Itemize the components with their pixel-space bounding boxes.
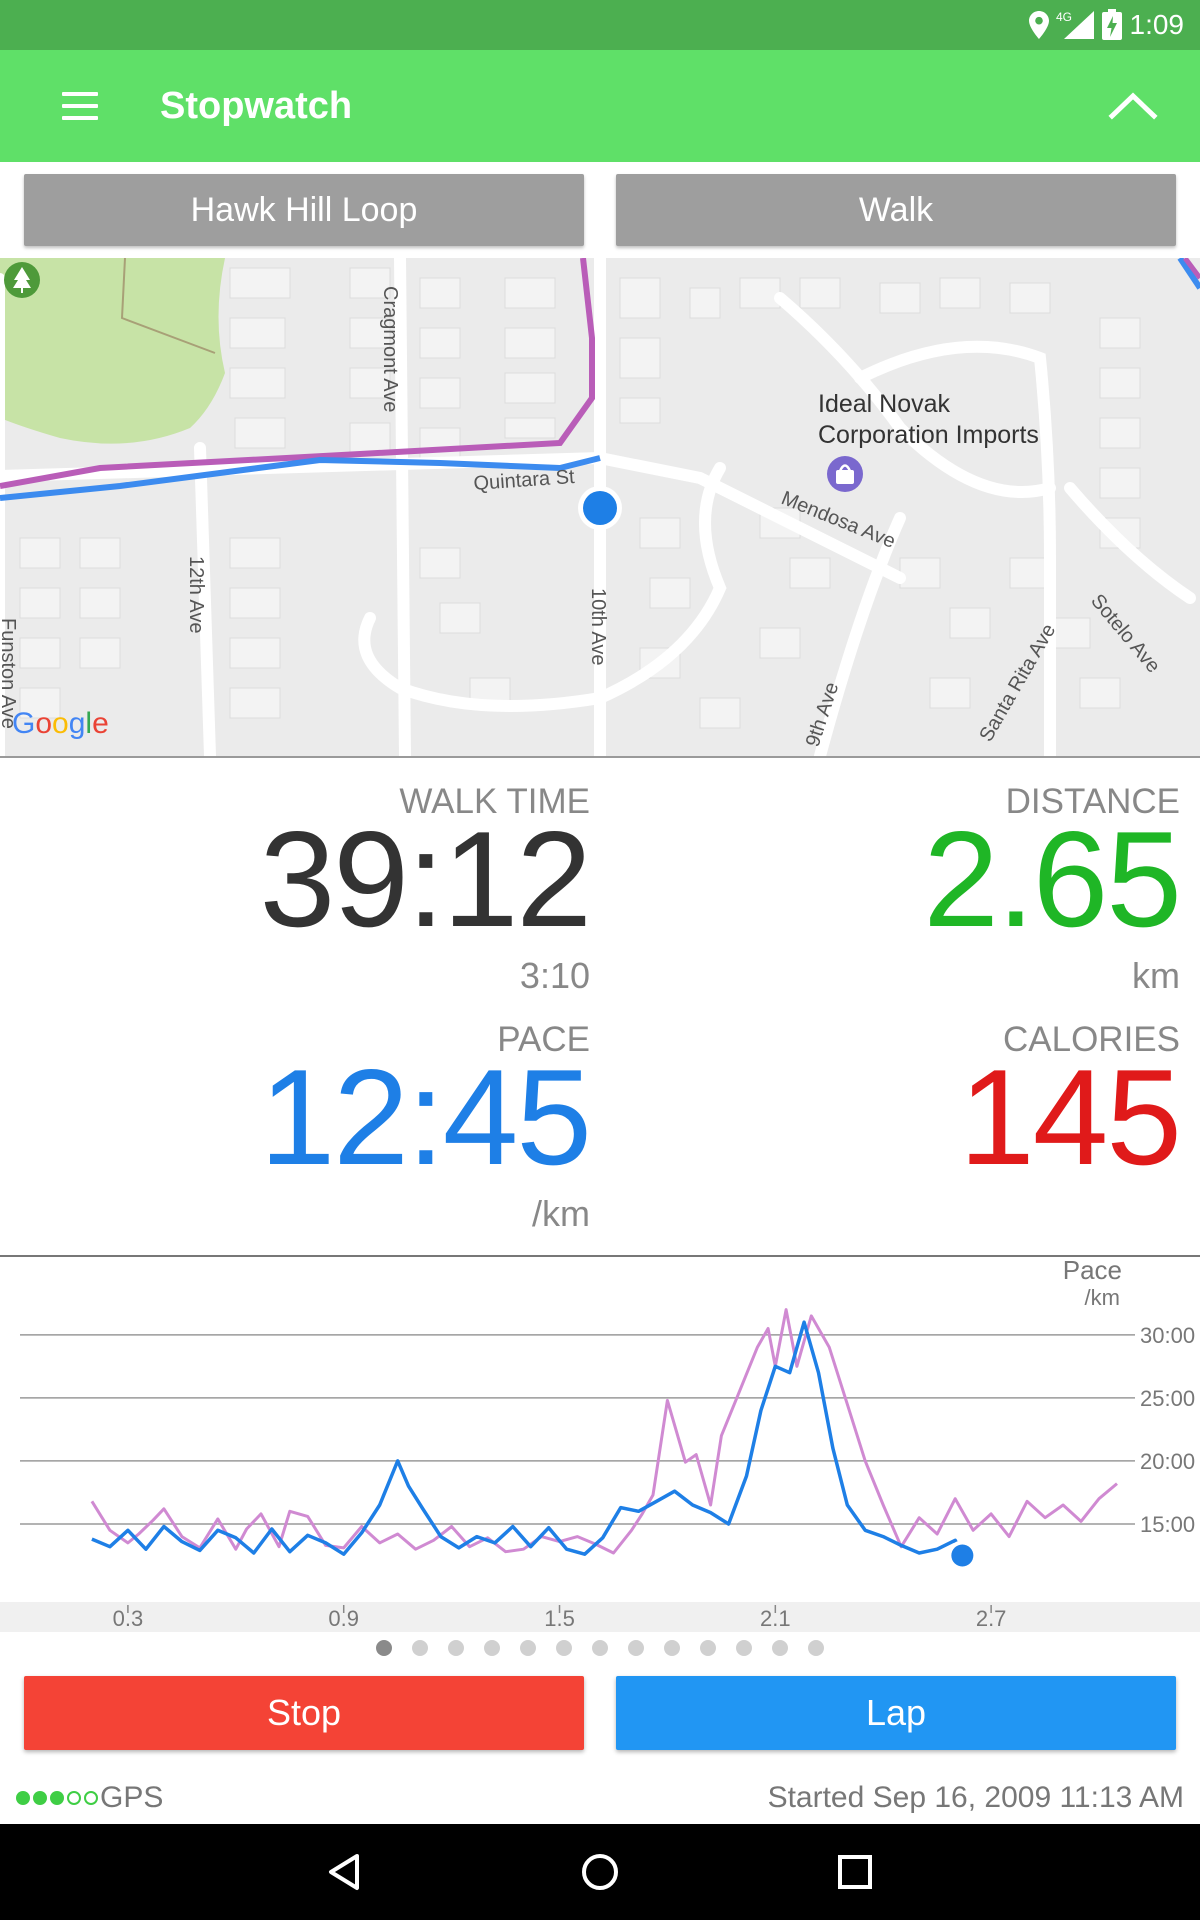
battery-charging-icon [1102, 0, 1122, 50]
page-dot[interactable] [412, 1640, 428, 1656]
current-point-marker [951, 1544, 974, 1567]
status-time: 1:09 [1129, 9, 1185, 40]
calories-label: CALORIES [1003, 1020, 1180, 1059]
page-indicator [0, 1640, 1200, 1660]
y-tick-label: 20:00 [1140, 1449, 1195, 1474]
stop-button[interactable]: Stop [24, 1676, 584, 1750]
current-location-marker [578, 486, 622, 530]
page-dot[interactable] [556, 1640, 572, 1656]
chevron-up-icon[interactable] [1106, 86, 1160, 126]
app-bar: Stopwatch [0, 50, 1200, 162]
svg-text:4G: 4G [1056, 10, 1072, 24]
gps-signal-dot [50, 1791, 64, 1805]
page-title: Stopwatch [160, 85, 353, 127]
distance-label: DISTANCE [1005, 782, 1180, 821]
shopping-bag-icon[interactable] [827, 456, 863, 492]
back-icon[interactable] [315, 1842, 375, 1902]
distance-value: 2.65 [923, 803, 1182, 955]
page-dot[interactable] [448, 1640, 464, 1656]
divider [0, 1255, 1200, 1257]
google-attribution: Google [12, 707, 109, 740]
x-tick-label: 2.1 [760, 1606, 791, 1631]
pace-chart[interactable]: Pace /km 15:00 20:00 25:00 30:00 0.3 0.9 1.5 2.… [0, 1255, 1200, 1632]
page-dot[interactable] [808, 1640, 824, 1656]
page-dot[interactable] [772, 1640, 788, 1656]
current-route-line [0, 455, 601, 501]
route-selector-button[interactable]: Hawk Hill Loop [24, 174, 584, 246]
system-nav-bar [0, 1824, 1200, 1920]
previous-pace-line [90, 1308, 1118, 1555]
walk-time-label: WALK TIME [399, 782, 590, 821]
page-dot[interactable] [520, 1640, 536, 1656]
pace-value: 12:45 [259, 1041, 592, 1193]
lap-button[interactable]: Lap [616, 1676, 1176, 1750]
gps-signal-dot [67, 1791, 81, 1805]
home-icon[interactable] [570, 1842, 630, 1902]
y-axis-title: Pace [1063, 1257, 1122, 1285]
gps-signal-dot [16, 1791, 30, 1805]
poi-label: Ideal Novak Corporation Imports [818, 390, 1039, 449]
page-dot[interactable] [700, 1640, 716, 1656]
page-dot[interactable] [592, 1640, 608, 1656]
x-axis-band [0, 1602, 1200, 1632]
x-tick-label: 2.7 [976, 1606, 1007, 1631]
pace-label: PACE [497, 1020, 590, 1059]
recorded-route-line [0, 258, 595, 489]
svg-text:12th Ave: 12th Ave [185, 556, 207, 633]
distance-unit: km [1132, 955, 1180, 996]
signal-icon: 4G [1056, 0, 1096, 50]
calories-value: 145 [959, 1041, 1182, 1193]
page-dot[interactable] [736, 1640, 752, 1656]
started-timestamp: Started Sep 16, 2009 11:13 AM [767, 1781, 1184, 1814]
page-dot[interactable] [628, 1640, 644, 1656]
pace-unit: /km [532, 1193, 590, 1234]
map-streets [0, 258, 1196, 756]
x-tick-label: 0.9 [328, 1606, 359, 1631]
page-dot[interactable] [484, 1640, 500, 1656]
x-tick-label: 0.3 [113, 1606, 144, 1631]
svg-text:Funston Ave: Funston Ave [0, 618, 19, 729]
y-axis-unit: /km [1085, 1285, 1120, 1310]
y-tick-label: 30:00 [1140, 1323, 1195, 1348]
x-tick-label: 1.5 [544, 1606, 575, 1631]
recents-icon[interactable] [825, 1842, 885, 1902]
walk-time-value: 39:12 [259, 803, 592, 955]
current-pace-line [91, 1320, 964, 1557]
svg-text:10th Ave: 10th Ave [587, 588, 609, 665]
menu-icon[interactable] [58, 88, 102, 124]
park-area [0, 258, 225, 444]
map-view[interactable]: Cragmont Ave Quintara St 12th Ave 10th A… [0, 258, 1200, 756]
page-dot[interactable] [664, 1640, 680, 1656]
status-bar: 4G 1:09 [0, 0, 1200, 50]
gps-label: GPS [100, 1781, 164, 1814]
gps-signal-indicator [16, 1778, 98, 1818]
page-dot[interactable] [376, 1640, 392, 1656]
park-icon[interactable] [4, 262, 40, 298]
divider [0, 756, 1200, 758]
activity-selector-button[interactable]: Walk [616, 174, 1176, 246]
y-tick-label: 15:00 [1140, 1512, 1195, 1537]
y-tick-label: 25:00 [1140, 1386, 1195, 1411]
gps-signal-dot [84, 1791, 98, 1805]
svg-text:Cragmont Ave: Cragmont Ave [379, 286, 401, 412]
gps-signal-dot [33, 1791, 47, 1805]
map-buildings [19, 267, 1141, 729]
lap-time-value: 3:10 [519, 955, 590, 996]
location-icon [1028, 0, 1050, 50]
